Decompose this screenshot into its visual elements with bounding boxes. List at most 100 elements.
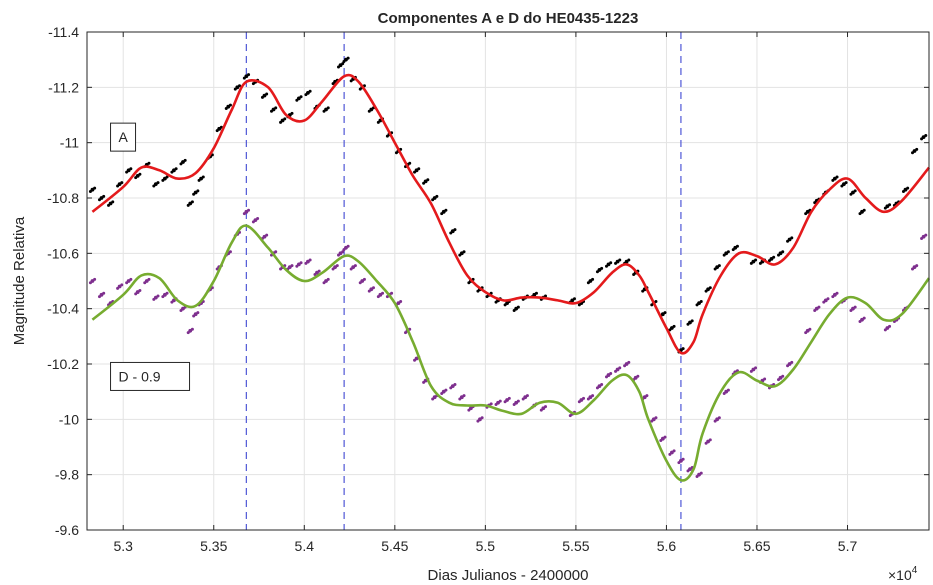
data-point — [358, 87, 362, 91]
data-point — [686, 322, 690, 326]
data-point — [265, 233, 269, 237]
y-tick-label: -11.2 — [48, 79, 79, 95]
data-point — [708, 438, 712, 442]
data-point — [161, 295, 165, 299]
data-point — [129, 277, 133, 281]
data-point — [781, 374, 785, 378]
data-point — [161, 178, 165, 182]
data-point — [604, 264, 608, 268]
data-point — [453, 228, 457, 232]
data-point — [322, 109, 326, 113]
data-point — [165, 175, 169, 179]
data-point — [704, 289, 708, 293]
data-point — [346, 56, 350, 60]
data-point — [337, 65, 341, 69]
data-point — [242, 212, 246, 216]
data-point — [290, 264, 294, 268]
data-point — [422, 380, 426, 384]
data-point — [704, 441, 708, 445]
data-point — [911, 267, 915, 271]
data-point — [650, 419, 654, 423]
data-point — [435, 194, 439, 198]
data-point — [111, 200, 115, 204]
data-point — [586, 281, 590, 285]
data-point — [614, 369, 618, 373]
data-point — [494, 300, 498, 304]
y-tick-label: -10 — [59, 411, 79, 427]
data-point — [632, 273, 636, 276]
data-point — [708, 286, 712, 290]
x-tick-label: 5.7 — [838, 538, 858, 554]
data-point — [544, 405, 548, 409]
data-point — [627, 258, 631, 262]
data-point — [731, 248, 735, 252]
data-point — [313, 273, 317, 276]
data-point — [489, 402, 493, 406]
data-point — [440, 391, 444, 395]
data-point — [591, 394, 595, 398]
data-point — [754, 258, 758, 262]
data-point — [681, 457, 685, 461]
data-point — [826, 297, 830, 301]
data-point — [924, 134, 928, 138]
y-tick-label: -10.4 — [47, 301, 79, 317]
annotations: A D - 0.9 — [110, 122, 191, 391]
y-tick-label: -10.2 — [47, 356, 79, 372]
data-point — [888, 203, 892, 207]
data-point — [431, 198, 435, 202]
data-point — [444, 208, 448, 212]
data-point — [462, 250, 466, 254]
data-point — [636, 374, 640, 378]
data-point — [458, 253, 462, 257]
data-point — [342, 248, 346, 252]
data-point — [190, 327, 194, 331]
data-point — [600, 266, 604, 270]
data-point — [853, 305, 857, 309]
data-point — [467, 408, 471, 412]
data-point — [623, 364, 627, 368]
data-point — [568, 414, 572, 418]
data-point — [190, 200, 194, 204]
data-point — [695, 303, 699, 307]
data-point — [772, 255, 776, 259]
data-point — [107, 203, 111, 207]
data-point — [88, 281, 92, 285]
data-point — [516, 399, 520, 403]
data-point — [228, 103, 232, 107]
x-multiplier-base: ×10 — [888, 567, 912, 583]
data-point — [516, 305, 520, 309]
data-point — [147, 161, 151, 165]
data-point — [840, 184, 844, 188]
data-point — [681, 347, 685, 351]
plot-area — [87, 32, 929, 530]
data-point — [308, 89, 312, 93]
data-point — [97, 295, 101, 299]
series-group — [88, 56, 931, 482]
x-axis-label: Dias Julianos - 2400000 — [428, 567, 589, 584]
data-point — [413, 170, 417, 174]
data-point — [722, 391, 726, 395]
data-point — [179, 308, 183, 312]
data-point — [274, 106, 278, 110]
y-tick-label: -9.6 — [55, 522, 79, 538]
data-point — [342, 59, 346, 63]
data-point — [170, 300, 174, 304]
data-point — [192, 314, 196, 318]
x-tick-label: 5.4 — [295, 538, 315, 554]
data-point — [449, 231, 453, 235]
data-point — [831, 295, 835, 299]
data-point — [577, 400, 581, 404]
data-point — [503, 400, 507, 404]
data-point — [749, 369, 753, 373]
data-point — [247, 208, 251, 212]
data-point — [672, 449, 676, 453]
x-tick-label: 5.65 — [743, 538, 770, 554]
data-point — [717, 264, 721, 268]
data-point — [381, 291, 385, 295]
data-point — [595, 270, 599, 274]
data-point — [353, 264, 357, 268]
x-tick-label: 5.5 — [476, 538, 496, 554]
data-point — [600, 383, 604, 387]
data-point — [290, 111, 294, 115]
plot-frame — [86, 31, 930, 531]
